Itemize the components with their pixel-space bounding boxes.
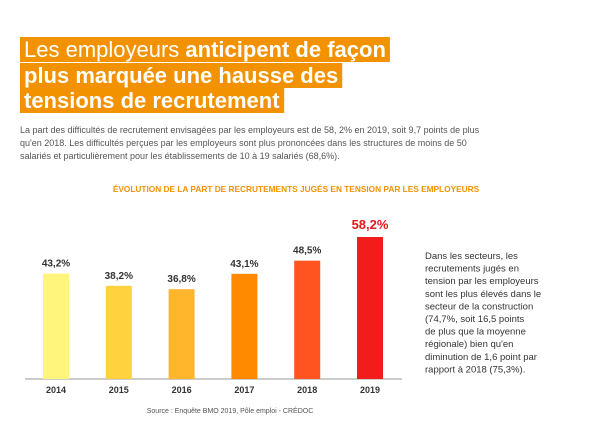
side-note-line: sont les plus élevés dans le (425, 289, 541, 300)
title-line: tensions de recrutement (20, 88, 285, 113)
x-tick-label: 2018 (297, 385, 317, 395)
value-label: 36,8% (167, 274, 195, 285)
x-tick-label: 2016 (172, 385, 192, 395)
title-text: Les employeurs anticipent de façon (24, 37, 386, 62)
title-line: Les employeurs anticipent de façon (20, 37, 390, 62)
title-segment: plus marquée une hausse des (24, 63, 338, 88)
side-note-line: de plus que la moyenne (425, 327, 526, 338)
title-text: tensions de recrutement (24, 88, 280, 113)
intro-line: salariés et particulièrement pour les ét… (20, 151, 340, 161)
value-label: 38,2% (105, 271, 133, 282)
bar (231, 273, 258, 379)
x-tick-label: 2019 (360, 385, 380, 395)
side-note-line: rapport à 2018 (75,3%). (425, 364, 525, 375)
value-label: 58,2% (352, 217, 389, 232)
bar (357, 236, 383, 379)
value-label: 43,1% (230, 259, 258, 270)
title-segment: Les employeurs (24, 37, 185, 62)
source: Source : Enquête BMO 2019, Pôle emploi -… (147, 406, 314, 415)
side-note-line: (74,7%, soit 16,5 points (425, 314, 525, 325)
side-note-line: diminution de 1,6 point par (425, 352, 537, 363)
chart-title: ÉVOLUTION DE LA PART DE RECRUTEMENTS JUG… (113, 184, 480, 194)
bar (105, 285, 132, 379)
intro-line: La part des difficultés de recrutement e… (20, 125, 480, 135)
title-band (20, 37, 390, 62)
title-line: plus marquée une hausse des (20, 63, 343, 88)
x-tick-label: 2017 (234, 385, 254, 395)
side-note-line: Dans les secteurs, les (425, 251, 518, 262)
bar (168, 289, 195, 379)
x-tick-label: 2014 (46, 385, 66, 395)
title-segment: tensions de recrutement (24, 88, 280, 113)
title-segment: anticipent de façon (185, 37, 385, 62)
side-note-line: secteur de la construction (425, 301, 533, 312)
side-note-line: recrutements jugés en (425, 264, 519, 275)
value-label: 48,5% (293, 246, 321, 257)
side-note-line: régionale) bien qu'en (425, 339, 513, 350)
side-note-line: tension par les employeurs (425, 276, 539, 287)
bar (43, 273, 69, 379)
title-text: plus marquée une hausse des (24, 63, 338, 88)
value-label: 43,2% (42, 259, 70, 270)
title-band (20, 88, 285, 113)
title-band (20, 63, 343, 88)
x-tick-label: 2015 (109, 385, 129, 395)
bar (294, 260, 321, 379)
intro-line: qu'en 2018. Les difficultés perçues par … (20, 138, 467, 148)
